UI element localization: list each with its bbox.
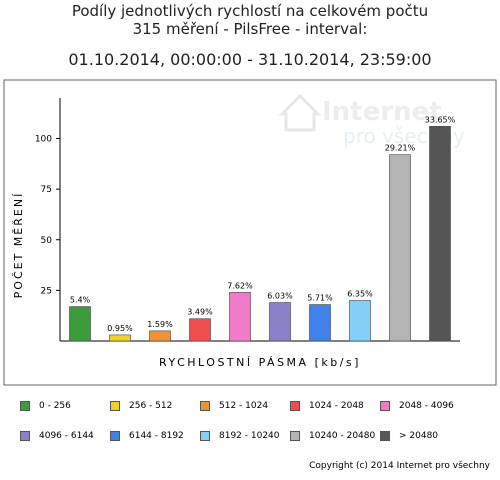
chart-title: Podíly jednotlivých rychlostí na celkové…	[71, 2, 429, 20]
legend-item: 6144 - 8192	[110, 428, 184, 444]
legend-swatch	[200, 401, 210, 411]
legend-swatch	[110, 401, 120, 411]
bar-value-label: 5.71%	[307, 294, 333, 303]
legend-item: 2048 - 4096	[380, 398, 454, 414]
bar	[429, 126, 451, 342]
bar	[269, 302, 291, 342]
bar	[229, 292, 251, 342]
legend-item: 10240 - 20480	[290, 428, 375, 444]
bar-value-label: 1.59%	[147, 320, 173, 329]
y-tick-label: 75	[41, 185, 52, 195]
bar	[149, 330, 171, 342]
svg-text:Internet: Internet	[322, 97, 442, 127]
legend-item: 4096 - 6144	[20, 428, 94, 444]
bar-value-label: 6.03%	[267, 292, 293, 301]
copyright-text: Copyright (c) 2014 Internet pro všechny	[309, 461, 490, 471]
x-axis-label: RYCHLOSTNÍ PÁSMA [kb/s]	[159, 356, 361, 369]
legend-label: 1024 - 2048	[309, 401, 364, 411]
y-tick-label: 50	[41, 236, 53, 246]
legend-label: 2048 - 4096	[399, 401, 454, 411]
bar	[349, 300, 371, 342]
legend-item: 512 - 1024	[200, 398, 268, 414]
legend-label: 256 - 512	[129, 401, 173, 411]
legend-item: 256 - 512	[110, 398, 172, 414]
bar	[309, 304, 331, 342]
y-axis-label: POČET MĚŘENÍ	[12, 192, 25, 299]
bar-value-label: 3.49%	[187, 308, 213, 317]
watermark-logo: Internet pro všechny	[278, 93, 465, 148]
legend-swatch	[200, 431, 210, 441]
chart-subtitle: 315 měření - PilsFree - interval:	[132, 20, 368, 38]
bar-value-label: 29.21%	[385, 144, 416, 153]
legend-item: > 20480	[380, 428, 438, 444]
legend-label: 6144 - 8192	[129, 431, 184, 441]
legend-swatch	[290, 401, 300, 411]
legend-swatch	[110, 431, 120, 441]
legend-swatch	[20, 401, 30, 411]
y-tick-label: 25	[41, 286, 52, 296]
bar	[189, 318, 211, 342]
legend-label: 0 - 256	[39, 401, 71, 411]
legend-label: 512 - 1024	[219, 401, 269, 411]
bar	[389, 154, 411, 342]
legend-item: 0 - 256	[20, 398, 71, 414]
bar-value-label: 0.95%	[107, 324, 133, 333]
legend-swatch	[290, 431, 300, 441]
bar-value-label: 5.4%	[70, 296, 91, 305]
bar	[109, 334, 131, 342]
legend-swatch	[380, 431, 390, 441]
legend-label: 4096 - 6144	[39, 431, 94, 441]
legend-swatch	[20, 431, 30, 441]
bar	[69, 306, 91, 342]
bar-value-label: 7.62%	[227, 281, 253, 290]
bar-value-label: 6.35%	[347, 290, 373, 299]
legend-label: > 20480	[399, 431, 439, 441]
legend-item: 1024 - 2048	[290, 398, 364, 414]
bar-value-label: 33.65%	[425, 115, 456, 124]
legend-label: 10240 - 20480	[309, 431, 376, 441]
legend-swatch	[380, 401, 390, 411]
legend-item: 8192 - 10240	[200, 428, 280, 444]
chart-interval: 01.10.2014, 00:00:00 - 31.10.2014, 23:59…	[68, 50, 432, 69]
y-tick-label: 100	[35, 135, 52, 145]
legend-label: 8192 - 10240	[219, 431, 280, 441]
